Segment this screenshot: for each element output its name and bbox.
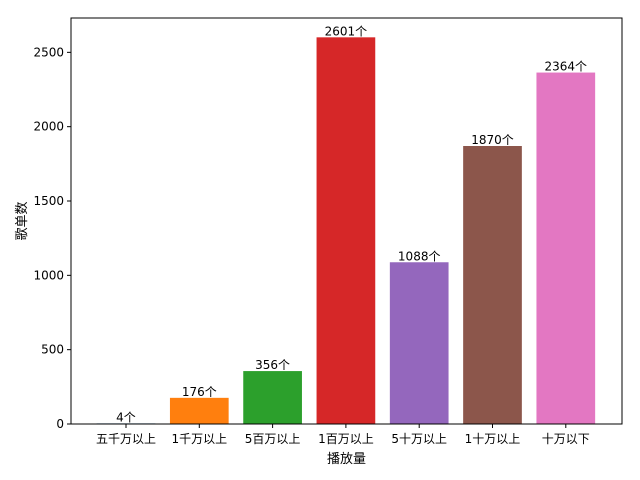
y-tick-label-4: 2000 xyxy=(33,120,64,134)
bar-1 xyxy=(169,397,229,424)
y-axis-label: 歌单数 xyxy=(15,201,30,240)
y-tick-label-1: 500 xyxy=(41,343,64,357)
bar-value-label-1: 176个 xyxy=(182,385,217,399)
bar-value-label-2: 356个 xyxy=(255,358,290,372)
plot-frame xyxy=(70,17,623,425)
y-tick-label-2: 1000 xyxy=(33,268,64,282)
bar-value-label-4: 1088个 xyxy=(398,249,441,263)
bar-5 xyxy=(463,145,522,424)
x-tick-label-5: 1十万以上 xyxy=(465,432,521,446)
x-tick-label-6: 十万以下 xyxy=(542,432,590,446)
bar-value-label-6: 2364个 xyxy=(545,60,588,74)
x-tick-label-3: 1百万以上 xyxy=(318,432,374,446)
bars-group xyxy=(96,37,596,424)
bar-value-labels: 4个 176个 356个 2601个 1088个 1870个 2364个 xyxy=(116,24,587,424)
y-tick-label-5: 2500 xyxy=(33,45,64,59)
bar-6 xyxy=(536,72,596,424)
x-axis-label: 播放量 xyxy=(327,452,366,467)
y-axis-ticks: 0 500 1000 1500 2000 2500 xyxy=(33,45,71,431)
x-axis-ticks: 五千万以上 1千万以上 5百万以上 1百万以上 5十万以上 1十万以上 十万以下 xyxy=(96,424,590,446)
x-tick-label-2: 5百万以上 xyxy=(245,432,301,446)
bar-value-label-0: 4个 xyxy=(116,410,136,424)
bar-2 xyxy=(243,371,302,424)
x-tick-label-0: 五千万以上 xyxy=(96,432,156,446)
bar-value-label-3: 2601个 xyxy=(325,24,368,38)
y-tick-label-3: 1500 xyxy=(33,194,64,208)
bar-value-label-5: 1870个 xyxy=(471,133,514,147)
bar-3 xyxy=(316,37,376,424)
x-tick-label-1: 1千万以上 xyxy=(171,432,227,446)
x-tick-label-4: 5十万以上 xyxy=(391,432,447,446)
y-tick-label-0: 0 xyxy=(56,417,64,431)
bar-4 xyxy=(389,262,449,424)
